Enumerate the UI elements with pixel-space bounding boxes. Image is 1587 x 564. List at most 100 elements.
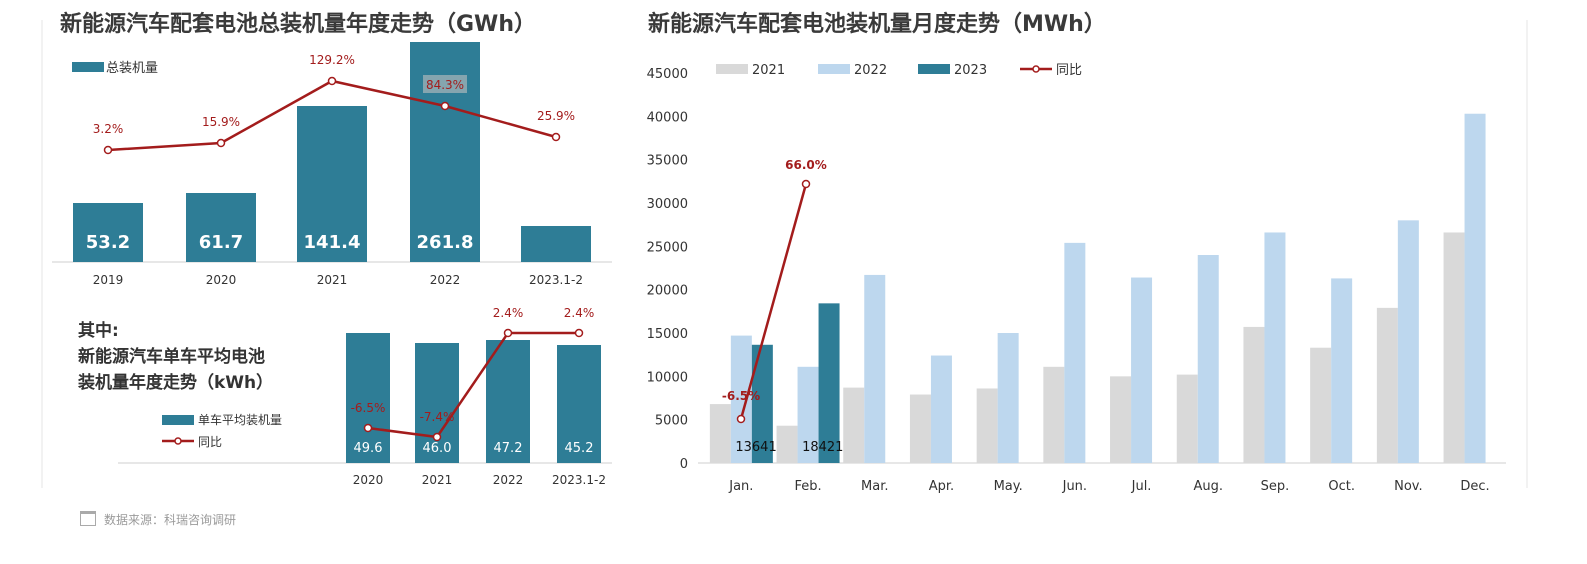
line-label-2020: 15.9% [202, 115, 240, 129]
bar-2021-Jun. [1043, 366, 1065, 463]
bar-2022-Jul. [1131, 277, 1153, 463]
bar-avg-label-2022: 47.2 [494, 441, 523, 456]
bar-2022-Dec. [1464, 113, 1486, 463]
y-tick-45000: 45000 [647, 67, 688, 82]
x-tick-Jan.: Jan. [728, 479, 753, 494]
point-monthly-yoy-Feb. [801, 179, 811, 189]
y-tick-25000: 25000 [647, 240, 688, 255]
legend-label-avg: 单车平均装机量 [198, 412, 282, 427]
x-tick-Nov.: Nov. [1394, 479, 1423, 494]
x-tick-Oct.: Oct. [1328, 479, 1355, 494]
bar-2023-label-Jan.: 13641 [735, 440, 776, 455]
point-yoy-2019 [103, 145, 113, 155]
bar-2023-label-Feb.: 18421 [802, 440, 843, 455]
bar-2021-Aug. [1176, 374, 1198, 463]
bar-2021-Jul. [1110, 376, 1132, 463]
x-tick-Jul.: Jul. [1131, 479, 1152, 494]
line-monthly-label-Jan.: -6.5% [722, 389, 760, 403]
point-avg-yoy-2021 [432, 432, 442, 442]
x-tick-Mar.: Mar. [861, 479, 888, 494]
legend-swatch-2021 [716, 64, 748, 74]
x-tick-sub-2021: 2021 [422, 473, 453, 487]
subchart-title: 其中: [78, 320, 119, 341]
data-source-text: 数据来源：科瑞咨询调研 [104, 513, 237, 527]
line-avg-yoy [367, 331, 579, 439]
bar-2022-Oct. [1331, 278, 1353, 463]
bar-2022-Feb. [797, 366, 819, 463]
line-avg-label-2022: 2.4% [493, 306, 524, 320]
line-label-2019: 3.2% [93, 122, 124, 136]
bar-label-2021: 141.4 [304, 232, 361, 253]
x-tick-Sep.: Sep. [1261, 479, 1290, 494]
bar-2022-Jun. [1064, 242, 1086, 463]
bar-2021-May. [976, 388, 998, 463]
bar-avg-label-2020: 49.6 [354, 441, 383, 456]
y-tick-20000: 20000 [647, 284, 688, 299]
point-monthly-yoy-Jan. [736, 414, 746, 424]
bar-2022-Aug. [1197, 255, 1219, 463]
line-avg-label-2021: -7.4% [420, 410, 455, 424]
y-tick-5000: 5000 [655, 414, 688, 429]
point-yoy-2020 [216, 138, 226, 148]
legend-label-monthly-yoy: 同比 [1056, 63, 1082, 78]
chart-title-annual-total: 新能源汽车配套电池总装机量年度走势（GWh） [60, 12, 536, 37]
x-tick-sub-2023.1-2: 2023.1-2 [552, 473, 606, 487]
bar-2022-Jan. [730, 335, 752, 463]
legend-label-total: 总装机量 [106, 61, 158, 76]
subchart-title-line-2: 装机量年度走势（kWh） [77, 372, 273, 393]
x-tick-May.: May. [994, 479, 1023, 494]
line-label-2021: 129.2% [309, 53, 355, 67]
line-avg-label-2023.1-2: 2.4% [564, 306, 595, 320]
point-yoy-2021 [327, 76, 337, 86]
line-monthly-yoy [739, 183, 808, 420]
bar-2022-May. [997, 333, 1019, 463]
legend-marker-avg-yoy [174, 437, 182, 445]
data-source: 数据来源：科瑞咨询调研 [80, 511, 236, 528]
y-tick-0: 0 [680, 457, 688, 472]
y-tick-15000: 15000 [647, 327, 688, 342]
line-monthly-label-Feb.: 66.0% [785, 158, 827, 172]
point-yoy-2023.1-2 [551, 132, 561, 142]
bar-2022-Mar. [864, 274, 886, 463]
point-avg-yoy-2022 [503, 328, 513, 338]
bar-avg-2021 [415, 343, 459, 463]
legend-swatch-2023 [918, 64, 950, 74]
x-tick-Dec.: Dec. [1460, 479, 1489, 494]
bar-label-2019: 53.2 [86, 232, 130, 253]
x-tick-Feb.: Feb. [794, 479, 821, 494]
bar-2021-Nov. [1376, 307, 1398, 463]
chart-title-monthly: 新能源汽车配套电池装机量月度走势（MWh） [648, 12, 1106, 37]
point-avg-yoy-2023.1-2 [574, 328, 584, 338]
bar-2022-Nov. [1397, 220, 1419, 463]
bar-avg-label-2023.1-2: 45.2 [565, 441, 594, 456]
legend-swatch-avg [162, 415, 194, 425]
bar-2022-Sep. [1264, 232, 1286, 463]
y-tick-30000: 30000 [647, 197, 688, 212]
line-avg-label-2020: -6.5% [351, 401, 386, 415]
y-tick-35000: 35000 [647, 154, 688, 169]
bar-2023-Feb. [818, 303, 840, 463]
legend-swatch-2022 [818, 64, 850, 74]
x-tick-2019: 2019 [93, 273, 124, 287]
x-tick-Aug.: Aug. [1193, 479, 1223, 494]
x-tick-2022: 2022 [430, 273, 461, 287]
legend-label-2023: 2023 [954, 63, 987, 78]
legend-label-2021: 2021 [752, 63, 785, 78]
legend-marker-monthly-yoy [1032, 65, 1040, 73]
bar-total-2020 [186, 193, 256, 262]
legend-label-avg-yoy: 同比 [198, 435, 222, 449]
x-tick-Apr.: Apr. [929, 479, 954, 494]
bar-2021-Jan. [709, 404, 731, 463]
bar-2021-Dec. [1443, 232, 1465, 463]
bar-avg-2022 [486, 340, 530, 463]
bar-2021-Sep. [1243, 326, 1265, 463]
bar-2021-Oct. [1310, 347, 1332, 463]
x-tick-2020: 2020 [206, 273, 237, 287]
x-tick-sub-2020: 2020 [353, 473, 384, 487]
point-avg-yoy-2020 [363, 423, 373, 433]
line-label-2023.1-2: 25.9% [537, 109, 575, 123]
bar-2021-Apr. [909, 394, 931, 463]
bar-avg-2020 [346, 333, 390, 463]
bar-avg-2023.1-2 [557, 345, 601, 463]
